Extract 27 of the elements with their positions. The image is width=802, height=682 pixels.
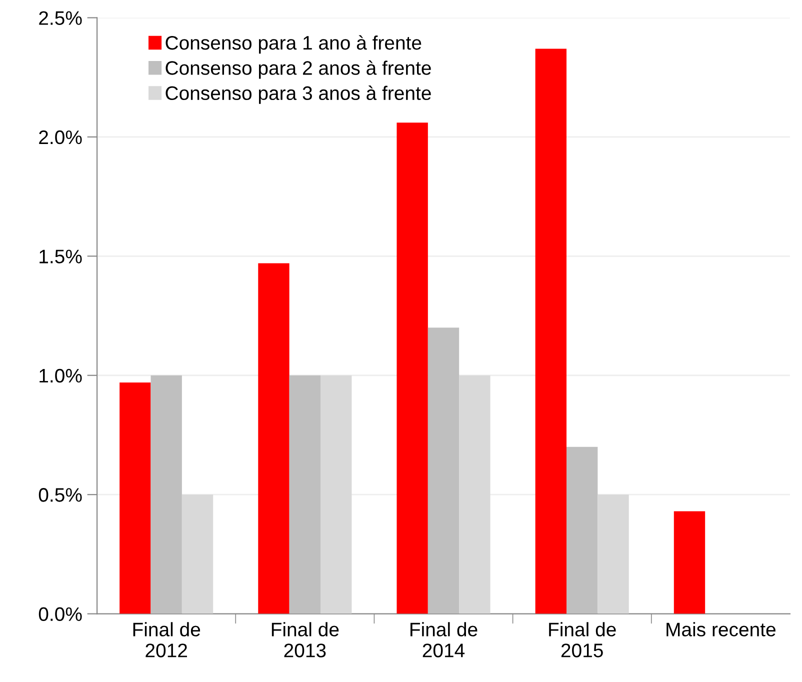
bar <box>289 375 321 614</box>
y-tick-label: 2.5% <box>39 11 82 25</box>
bar <box>674 511 706 614</box>
bar <box>396 122 428 614</box>
bar <box>428 328 460 614</box>
x-tick-label: Final de 2015 <box>549 622 616 658</box>
y-tick-label: 2.0% <box>39 130 82 144</box>
bar <box>598 494 629 614</box>
bar <box>535 48 566 614</box>
bar <box>566 446 598 614</box>
y-tick-label: 0.5% <box>38 488 82 502</box>
legend-label: Consenso para 3 anos à frente <box>166 86 431 104</box>
y-tick-label: 1.5% <box>40 250 82 264</box>
legend-label: Consenso para 1 ano à frente <box>166 35 422 54</box>
y-tick-label: 1.0% <box>40 368 82 383</box>
bar <box>150 375 182 614</box>
bar <box>120 382 151 614</box>
y-tick-label: 0.0% <box>38 607 82 622</box>
x-tick-label: Final de 2014 <box>410 622 478 658</box>
bar <box>258 263 290 614</box>
bar <box>182 494 214 614</box>
legend-label: Consenso para 2 anos à frente <box>166 60 431 79</box>
bar <box>459 375 490 614</box>
x-tick-label: Final de 2012 <box>133 622 200 658</box>
bar <box>320 375 352 614</box>
x-tick-label: Final de 2013 <box>272 622 339 658</box>
x-tick-label: Mais recente <box>666 622 776 636</box>
